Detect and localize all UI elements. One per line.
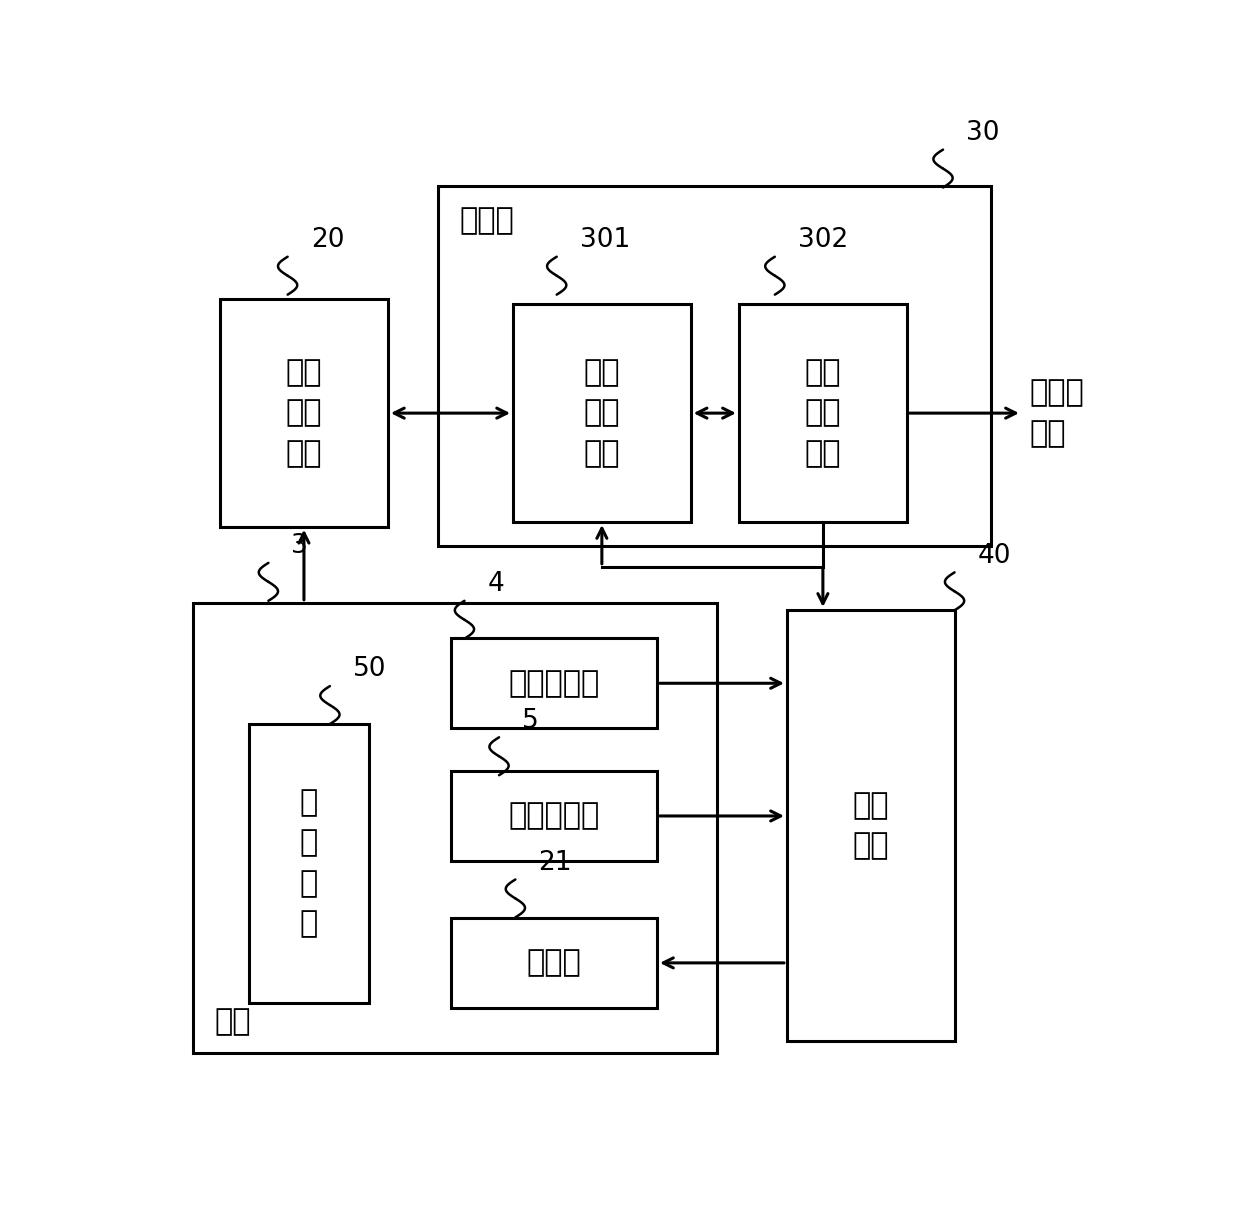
- Bar: [450, 918, 657, 1008]
- Text: 3: 3: [291, 533, 309, 559]
- Text: 上位机: 上位机: [460, 207, 515, 235]
- Text: 302: 302: [797, 227, 848, 252]
- Text: 压力传感器: 压力传感器: [508, 801, 599, 831]
- Text: 5: 5: [522, 708, 539, 734]
- Bar: [249, 724, 368, 1003]
- Bar: [219, 299, 388, 527]
- Bar: [787, 609, 955, 1041]
- Bar: [450, 638, 657, 729]
- Text: 301: 301: [580, 227, 630, 252]
- Text: 图像
采集
装置: 图像 采集 装置: [285, 358, 322, 468]
- Bar: [193, 603, 717, 1053]
- Text: 30: 30: [966, 119, 999, 145]
- Text: 20: 20: [311, 227, 345, 252]
- Text: 被
测
试
样: 被 测 试 样: [300, 788, 317, 938]
- Text: 50: 50: [353, 656, 387, 682]
- Bar: [439, 186, 991, 545]
- Text: 4: 4: [487, 571, 505, 597]
- Text: 箱体: 箱体: [215, 1007, 250, 1035]
- Text: 液氮阀: 液氮阀: [527, 948, 582, 977]
- Text: 21: 21: [538, 849, 572, 875]
- Bar: [739, 304, 906, 522]
- Text: 温度传感器: 温度传感器: [508, 668, 599, 698]
- Text: 控温
装置: 控温 装置: [853, 790, 889, 860]
- Text: 40: 40: [977, 543, 1011, 569]
- Text: 数据
处理
模块: 数据 处理 模块: [805, 358, 841, 468]
- Text: 线膨胀
系数: 线膨胀 系数: [1029, 378, 1084, 448]
- Bar: [450, 771, 657, 860]
- Bar: [513, 304, 691, 522]
- Text: 图像
处理
模块: 图像 处理 模块: [584, 358, 620, 468]
